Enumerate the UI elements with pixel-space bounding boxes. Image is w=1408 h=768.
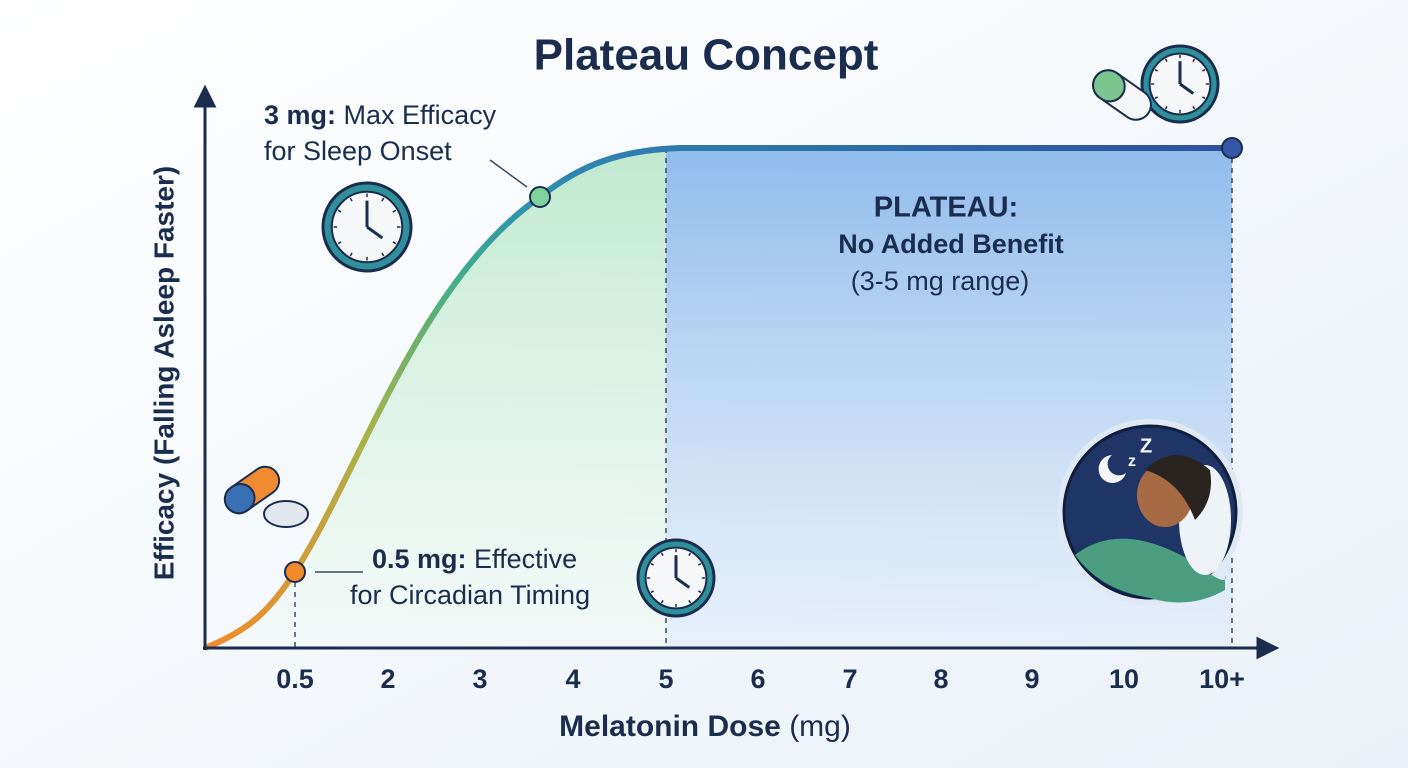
clock-tick (688, 552, 692, 556)
clock-tick (1202, 96, 1206, 100)
clock-hand (1179, 82, 1195, 95)
clock-icon (321, 181, 413, 273)
x-tick-label: 0.5 (276, 664, 314, 694)
plateau-range: (3-5 mg range) (851, 266, 1030, 296)
annotation: for Sleep Onset (264, 136, 452, 166)
clock-tick (349, 252, 353, 257)
clock-tick (660, 552, 664, 556)
green-area (205, 148, 666, 648)
x-axis-label: Melatonin Dose (mg) (559, 710, 851, 743)
x-tick-label: 5 (658, 664, 673, 694)
annotation: 0.5 mg: Effective (372, 544, 577, 574)
x-label-unit: (mg) (789, 710, 851, 743)
x-tick-label: 2 (380, 664, 395, 694)
clock-tick (337, 241, 342, 245)
plateau-subtitle: No Added Benefit (838, 229, 1064, 259)
clock-tick (381, 252, 385, 257)
svg-text:z: z (1128, 453, 1136, 470)
x-tick-label: 6 (750, 664, 765, 694)
x-label-bold: Melatonin Dose (559, 710, 781, 743)
x-tick-label: 10+ (1199, 664, 1245, 694)
clock-hand (675, 576, 691, 589)
clock-tick (392, 241, 397, 245)
efficacy-curve (203, 145, 1232, 651)
y-axis-label: Efficacy (Falling Asleep Faster) (148, 166, 179, 580)
leader (489, 159, 528, 188)
clock-tick (650, 562, 654, 566)
plateau-title: PLATEAU: (874, 192, 1018, 224)
x-tick-label: 4 (565, 664, 580, 694)
guide-lines (294, 148, 1233, 648)
clock-tick (381, 197, 385, 202)
x-tick-label: 9 (1024, 664, 1039, 694)
clock-tick (650, 590, 654, 594)
x-ticks: 0.5 2 3 4 5 6 7 8 9 10 10+ (276, 664, 1245, 694)
ann-text: Max Efficacy (344, 100, 497, 130)
clock-tick (349, 197, 353, 202)
clock-icon (1140, 44, 1220, 124)
ann-text: Effective (474, 544, 577, 574)
clock-tick (698, 562, 702, 566)
marker-plateau (1221, 137, 1243, 159)
clock-tick (1192, 106, 1196, 110)
clock-tick (1154, 68, 1158, 72)
x-tick-label: 8 (933, 664, 948, 694)
clock-icon (636, 538, 716, 618)
clock-tick (337, 209, 342, 213)
x-tick-label: 3 (472, 664, 487, 694)
title: Plateau Concept (534, 31, 879, 80)
clock-tick (688, 600, 692, 604)
clock-tick (1164, 58, 1168, 62)
pill-icon (223, 69, 1152, 528)
marker-circadian (284, 561, 306, 583)
annotation: 3 mg: Max Efficacy (264, 100, 497, 130)
marker-max (529, 186, 551, 208)
clock-hand (366, 225, 384, 240)
icons (321, 44, 1220, 618)
clock-tick (660, 600, 664, 604)
annotation: for Circadian Timing (350, 580, 590, 610)
ann-bold: 3 mg: (264, 100, 336, 130)
sleep-icon: z Z (1057, 419, 1243, 605)
clock-tick (1164, 106, 1168, 110)
clock-tick (1202, 68, 1206, 72)
clock-tick (1192, 58, 1196, 62)
clock-tick (698, 590, 702, 594)
clock-tick (392, 209, 397, 213)
axes (193, 84, 1280, 660)
x-tick-label: 7 (842, 664, 857, 694)
x-tick-label: 10 (1109, 664, 1139, 694)
svg-text:Z: Z (1140, 435, 1152, 457)
clock-tick (1154, 96, 1158, 100)
ann-bold: 0.5 mg: (372, 544, 467, 574)
